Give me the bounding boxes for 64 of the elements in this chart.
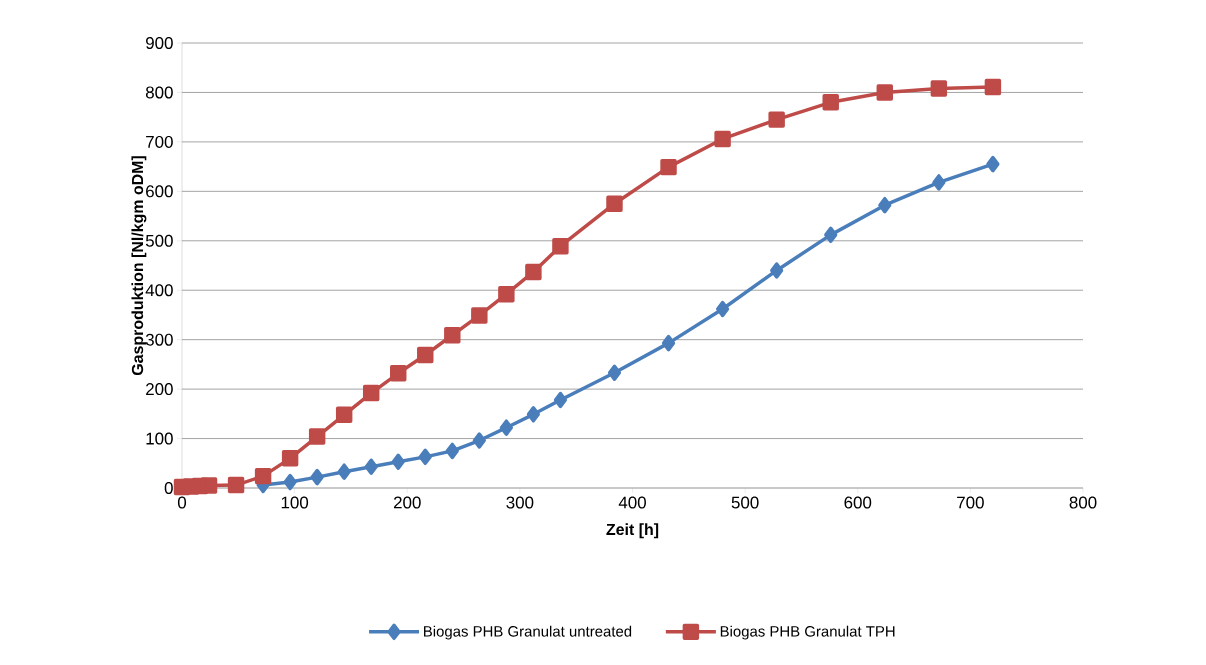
point bbox=[283, 473, 297, 491]
point bbox=[714, 130, 731, 148]
point bbox=[984, 78, 1002, 96]
x-tick-label: 600 bbox=[844, 496, 872, 509]
x-tick-label: 0 bbox=[177, 496, 187, 509]
point bbox=[308, 428, 326, 445]
point bbox=[335, 406, 353, 424]
x-axis-title: Zeit [h] bbox=[606, 523, 659, 539]
point bbox=[281, 450, 299, 467]
point bbox=[445, 442, 459, 460]
point bbox=[553, 391, 568, 409]
y-tick-label: 900 bbox=[146, 37, 173, 49]
point bbox=[526, 406, 540, 423]
point bbox=[391, 453, 405, 471]
point bbox=[986, 155, 1000, 173]
point bbox=[472, 432, 486, 449]
point bbox=[768, 111, 785, 128]
point bbox=[525, 263, 542, 281]
point bbox=[660, 158, 677, 176]
point bbox=[716, 300, 730, 318]
y-tick-label: 600 bbox=[146, 185, 173, 198]
point bbox=[254, 467, 272, 485]
point bbox=[337, 463, 351, 480]
x-tick-label: 500 bbox=[731, 496, 759, 509]
point bbox=[607, 364, 622, 382]
y-tick-label: 0 bbox=[164, 482, 173, 494]
point bbox=[932, 174, 946, 191]
point bbox=[499, 419, 513, 436]
point bbox=[552, 237, 569, 255]
point bbox=[471, 307, 488, 324]
point bbox=[661, 334, 676, 352]
point bbox=[822, 94, 839, 111]
point bbox=[362, 384, 380, 402]
x-tick-label: 200 bbox=[393, 496, 421, 509]
point bbox=[770, 262, 784, 279]
point bbox=[227, 476, 245, 494]
point bbox=[878, 196, 892, 214]
x-tick-label: 400 bbox=[618, 496, 646, 509]
point bbox=[606, 195, 623, 212]
legend-label: Biogas PHB Granulat untreated bbox=[424, 625, 632, 640]
y-tick-label: 500 bbox=[145, 234, 173, 247]
legend-label: Biogas PHB Granulat TPH bbox=[720, 625, 895, 640]
x-tick-label: 300 bbox=[506, 496, 534, 509]
point bbox=[200, 477, 218, 494]
point bbox=[417, 346, 434, 364]
x-tick-label: 800 bbox=[1069, 496, 1097, 509]
y-tick-label: 700 bbox=[146, 135, 173, 148]
point bbox=[498, 285, 515, 303]
y-tick-label: 100 bbox=[146, 432, 173, 445]
y-tick-label: 200 bbox=[146, 383, 173, 396]
point bbox=[310, 468, 324, 486]
point bbox=[418, 448, 432, 466]
y-tick-label: 400 bbox=[145, 284, 173, 297]
point bbox=[876, 84, 894, 101]
point bbox=[364, 458, 378, 475]
point bbox=[390, 365, 407, 382]
point bbox=[444, 326, 461, 344]
y-tick-label: 300 bbox=[145, 333, 173, 346]
y-tick-label: 800 bbox=[145, 86, 173, 99]
point bbox=[824, 226, 838, 244]
x-tick-label: 100 bbox=[281, 496, 309, 509]
point bbox=[930, 80, 948, 97]
x-tick-label: 700 bbox=[957, 496, 984, 509]
y-axis-title: Gasproduktion [Nl/kgm oDM] bbox=[131, 156, 147, 376]
